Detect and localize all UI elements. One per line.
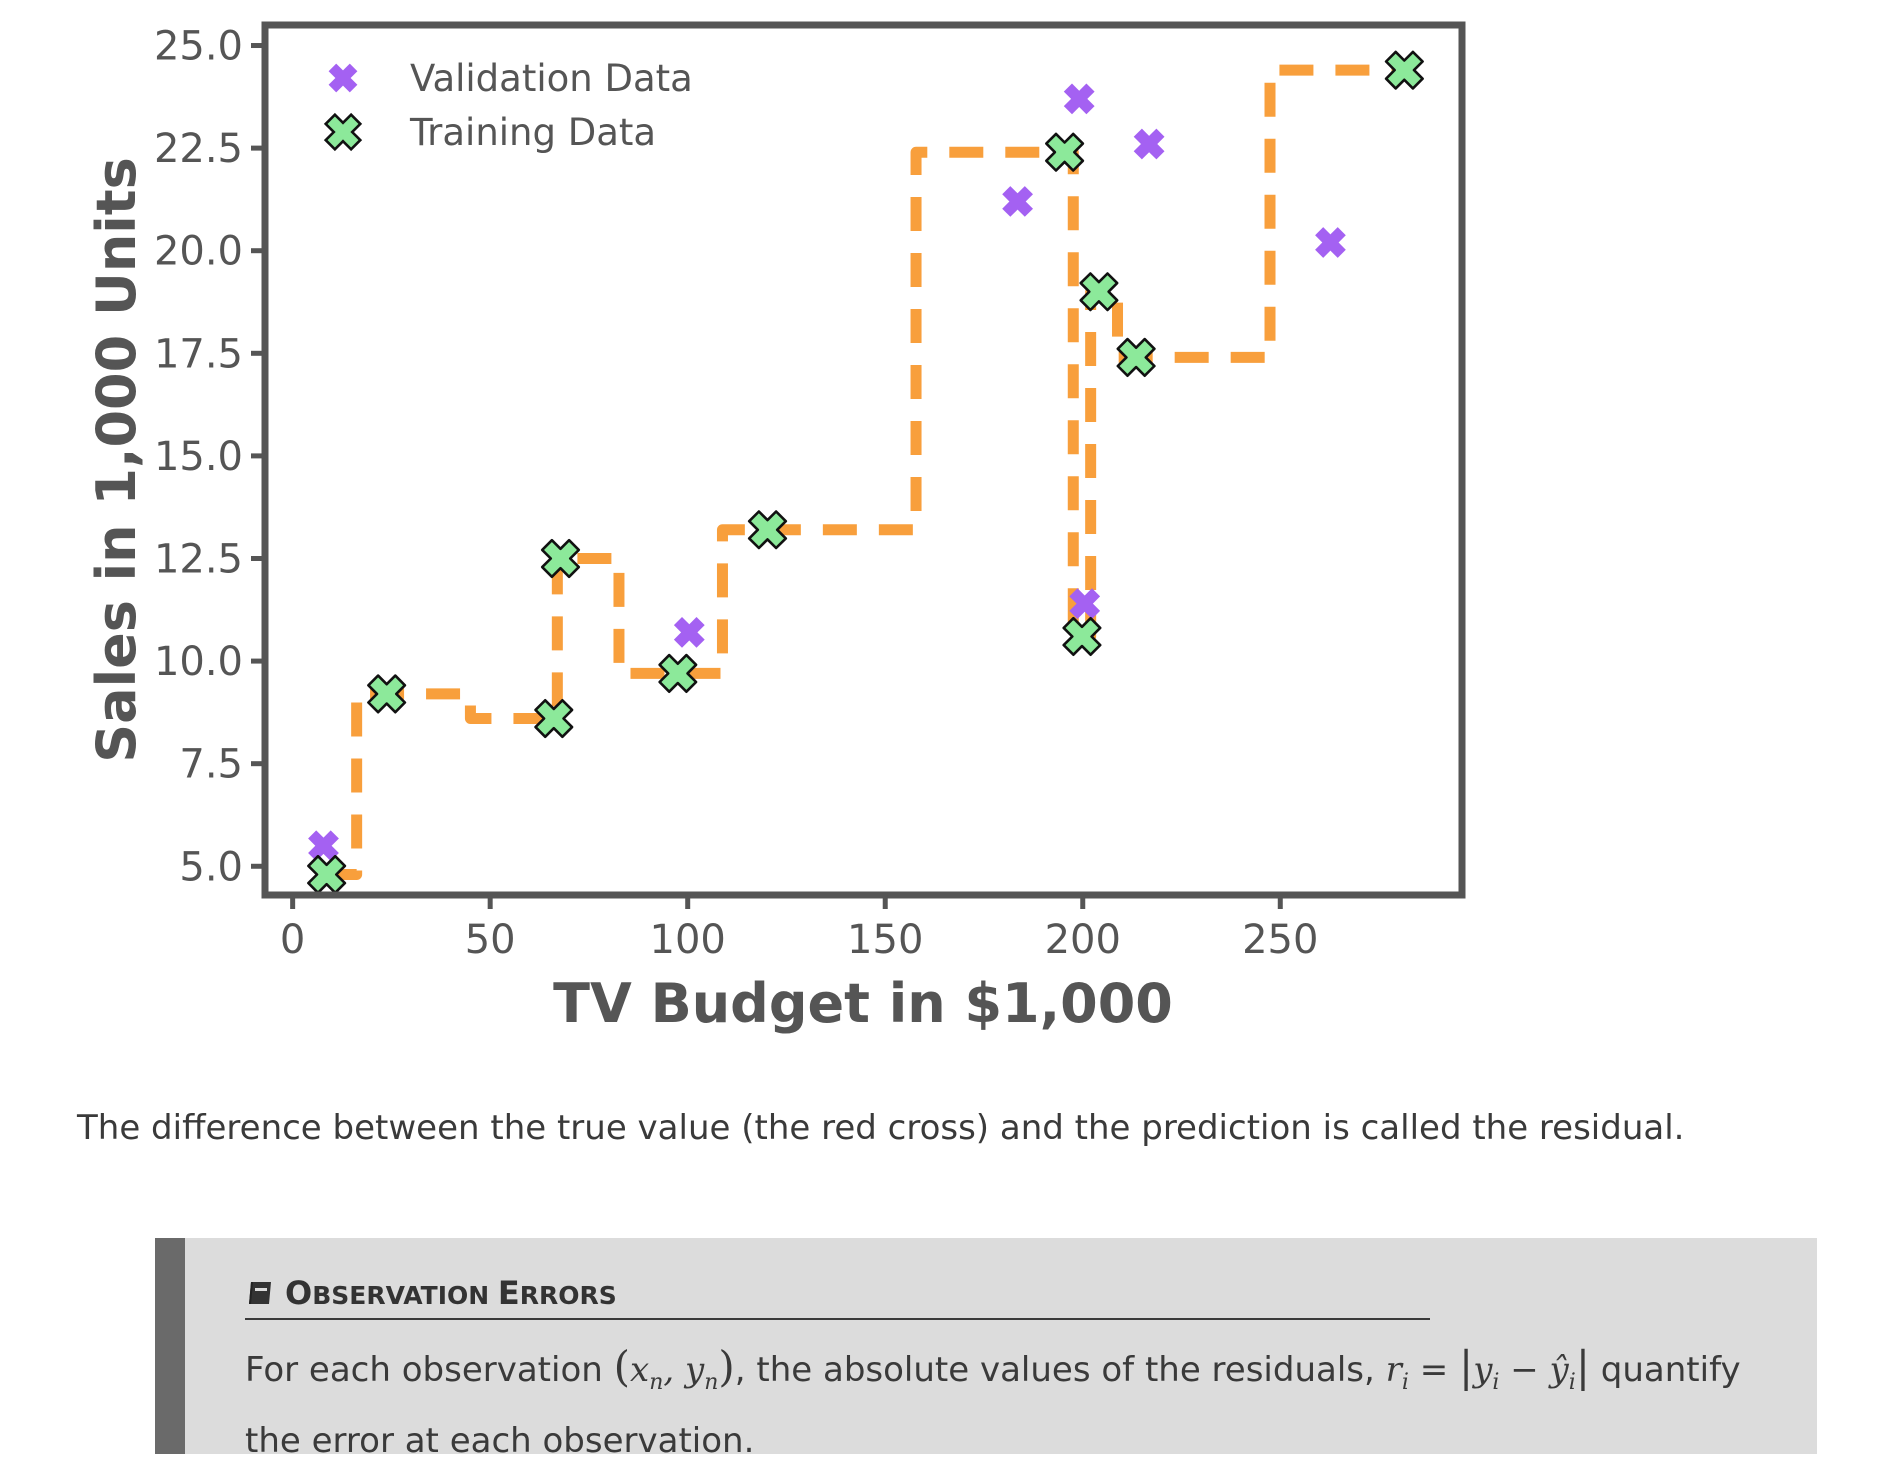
- validation-point: [673, 617, 705, 648]
- admonition-title-text: E: [497, 1274, 520, 1312]
- x-axis-title: TV Budget in $1,000: [553, 972, 1173, 1035]
- y-tick-label: 7.5: [179, 742, 243, 788]
- x-tick-label: 50: [465, 917, 516, 963]
- training-point: [534, 699, 574, 739]
- training-point: [367, 674, 407, 714]
- training-point: [1045, 132, 1085, 172]
- legend-training-marker: [323, 112, 363, 152]
- observation-errors-admonition: OBSERVATION ERRORS For each observation …: [155, 1238, 1817, 1461]
- admonition-title: OBSERVATION ERRORS: [245, 1268, 1430, 1320]
- training-point: [747, 510, 788, 550]
- x-tick-label: 200: [1045, 917, 1121, 963]
- admonition-title-text: RRORS: [519, 1281, 617, 1310]
- training-point: [1079, 272, 1119, 312]
- validation-point: [308, 830, 339, 862]
- training-point: [1384, 50, 1424, 90]
- y-tick-label: 5.0: [179, 844, 243, 890]
- validation-point: [1315, 227, 1346, 258]
- legend-training-label: Training Data: [409, 111, 656, 154]
- tv-sales-chart: 0 50 100 150 200 250 5.0 7.5 10.0 12.5 15.0 17.5 20…: [85, 21, 1466, 1035]
- math-residual: ri: [1385, 1350, 1409, 1395]
- y-tick-label: 17.5: [154, 331, 243, 377]
- math-xn: xn, yn: [630, 1350, 719, 1395]
- validation-point: [1063, 83, 1095, 115]
- fit-step-line: [326, 64, 1405, 880]
- training-point: [540, 538, 581, 579]
- legend-validation-marker: [328, 63, 358, 93]
- plot-frame: [261, 21, 1466, 899]
- legend-validation-label: Validation Data: [410, 57, 693, 100]
- validation-point: [1133, 128, 1165, 160]
- y-tick-label: 12.5: [154, 536, 243, 582]
- training-point: [1062, 616, 1102, 656]
- x-tick-label: 150: [847, 917, 923, 963]
- x-tick-label: 100: [650, 917, 726, 963]
- admonition-title-text: BSERVATION: [312, 1281, 498, 1310]
- y-tick-label: 10.0: [154, 639, 243, 685]
- y-tick-label: 20.0: [154, 229, 243, 275]
- training-point: [658, 653, 698, 693]
- x-tick-label: 250: [1242, 917, 1318, 963]
- caption-text: The difference between the true value (t…: [77, 1108, 1685, 1148]
- y-axis-title: Sales in 1,000 Units: [85, 157, 148, 763]
- body-text-middle: , the absolute values of the residuals,: [734, 1350, 1386, 1390]
- y-tick-label: 22.5: [154, 126, 243, 172]
- y-tick-label: 15.0: [154, 434, 243, 480]
- math-abs-diff: yi − ŷi: [1473, 1350, 1576, 1395]
- x-tick-label: 0: [280, 917, 305, 963]
- training-point: [1116, 337, 1156, 377]
- body-text-start: For each observation: [245, 1350, 614, 1390]
- admonition-title-text: O: [285, 1274, 313, 1312]
- y-tick-label: 25.0: [154, 24, 243, 70]
- admonition-body: For each observation (xn, yn), the absol…: [245, 1342, 1741, 1461]
- validation-point: [1002, 186, 1033, 217]
- legend: Validation Data Training Data: [323, 57, 693, 154]
- math-observation: (: [613, 1342, 631, 1391]
- book-icon: [249, 1282, 271, 1304]
- validation-point: [1069, 588, 1101, 619]
